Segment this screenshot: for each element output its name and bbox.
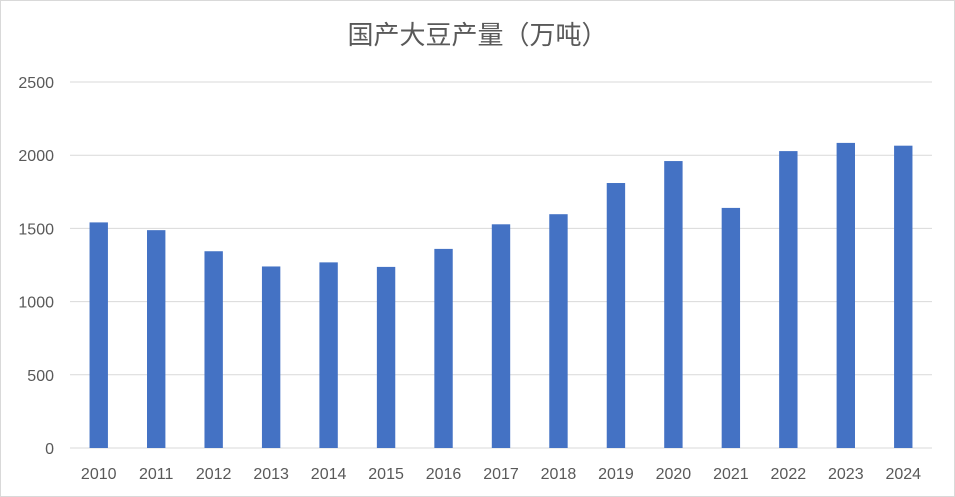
x-tick-label: 2018: [541, 466, 577, 483]
x-tick-label: 2019: [598, 466, 634, 483]
y-tick-label: 2500: [18, 75, 54, 92]
chart-title: 国产大豆产量（万吨）: [347, 21, 608, 51]
bar: [434, 248, 453, 448]
bar: [376, 266, 396, 448]
y-tick-label: 2000: [18, 148, 54, 165]
bar: [204, 251, 223, 448]
y-tick-label: 1500: [18, 221, 54, 238]
bar: [549, 214, 568, 448]
x-tick-label: 2021: [713, 466, 749, 483]
x-tick-label: 2012: [196, 466, 232, 483]
x-tick-label: 2016: [426, 466, 462, 483]
bar: [89, 222, 108, 448]
x-tick-label: 2010: [81, 466, 117, 483]
bar: [894, 145, 913, 448]
x-tick-label: 2017: [483, 466, 519, 483]
bar: [491, 224, 511, 448]
x-tick-label: 2022: [771, 466, 807, 483]
x-tick-label: 2014: [311, 466, 347, 483]
bar: [147, 230, 166, 448]
bar: [606, 183, 626, 449]
y-tick-label: 1000: [18, 295, 54, 312]
x-tick-label: 2013: [253, 466, 289, 483]
bar: [319, 262, 338, 448]
y-tick-label: 500: [27, 368, 54, 385]
bar: [779, 151, 798, 448]
bar: [721, 207, 741, 448]
x-tick-label: 2023: [828, 466, 864, 483]
x-tick-label: 2015: [368, 466, 404, 483]
x-tick-label: 2011: [139, 466, 174, 483]
x-tick-label: 2020: [656, 466, 692, 483]
y-tick-label: 0: [45, 441, 54, 458]
bar: [664, 161, 683, 448]
bar: [836, 142, 855, 448]
bar: [261, 266, 281, 448]
x-tick-label: 2024: [885, 466, 921, 483]
